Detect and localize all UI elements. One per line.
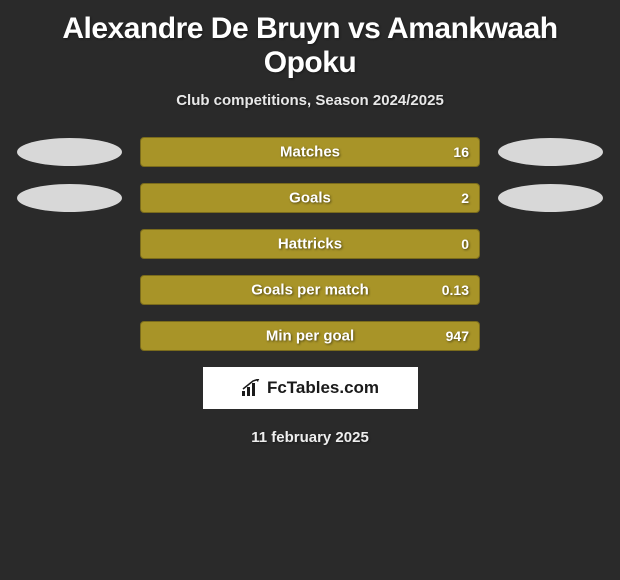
stat-label: Matches: [280, 144, 340, 161]
spacer: [498, 322, 603, 350]
chart-icon: [241, 379, 261, 397]
stat-row: Goals per match 0.13: [15, 275, 605, 305]
stat-bar: Goals 2: [140, 183, 480, 213]
stat-bar: Goals per match 0.13: [140, 275, 480, 305]
stat-bar: Min per goal 947: [140, 321, 480, 351]
stat-value-right: 2: [461, 190, 469, 206]
spacer: [498, 276, 603, 304]
stat-row: Hattricks 0: [15, 229, 605, 259]
player-right-marker: [498, 138, 603, 166]
branding-text: FcTables.com: [267, 378, 379, 398]
comparison-widget: Alexandre De Bruyn vs Amankwaah Opoku Cl…: [0, 0, 620, 456]
stat-bar: Hattricks 0: [140, 229, 480, 259]
stat-value-right: 16: [453, 144, 469, 160]
stat-row: Goals 2: [15, 183, 605, 213]
branding-badge[interactable]: FcTables.com: [203, 367, 418, 409]
stat-row: Matches 16: [15, 137, 605, 167]
spacer: [17, 322, 122, 350]
subtitle: Club competitions, Season 2024/2025: [15, 92, 605, 109]
page-title: Alexandre De Bruyn vs Amankwaah Opoku: [15, 12, 605, 80]
stat-value-right: 0: [461, 236, 469, 252]
stat-label: Goals: [289, 190, 331, 207]
spacer: [17, 230, 122, 258]
date-label: 11 february 2025: [15, 429, 605, 446]
spacer: [17, 276, 122, 304]
player-right-marker: [498, 184, 603, 212]
stat-bar: Matches 16: [140, 137, 480, 167]
stat-label: Hattricks: [278, 236, 342, 253]
stat-label: Min per goal: [266, 328, 354, 345]
stat-label: Goals per match: [251, 282, 369, 299]
player-left-marker: [17, 184, 122, 212]
stat-row: Min per goal 947: [15, 321, 605, 351]
stats-list: Matches 16 Goals 2 Hattricks 0 Goals per match…: [15, 137, 605, 351]
stat-value-right: 0.13: [442, 282, 469, 298]
stat-value-right: 947: [446, 328, 469, 344]
player-left-marker: [17, 138, 122, 166]
spacer: [498, 230, 603, 258]
